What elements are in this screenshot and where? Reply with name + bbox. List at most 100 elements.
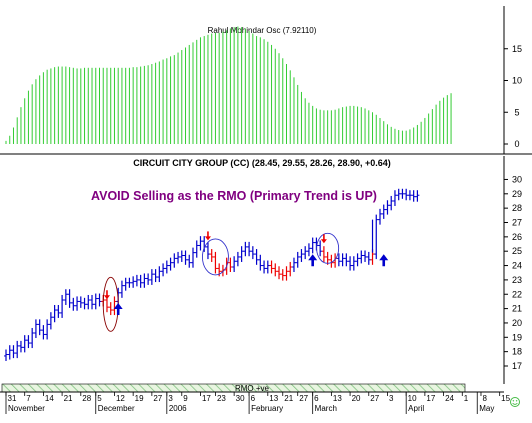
- date-tick-label: 1: [464, 394, 469, 403]
- price-bar: [97, 293, 102, 307]
- price-bar: [400, 188, 405, 199]
- price-bar: [325, 251, 330, 265]
- price-bar: [149, 269, 154, 285]
- price-bar: [30, 327, 35, 349]
- price-tick-label: 26: [512, 232, 522, 242]
- price-tick-label: 30: [512, 174, 522, 184]
- date-tick-label: 13: [269, 394, 278, 403]
- price-bar: [82, 297, 87, 310]
- price-tick-label: 17: [512, 361, 522, 371]
- price-bar: [15, 340, 20, 359]
- price-bar: [142, 273, 147, 288]
- price-bar: [202, 236, 207, 252]
- date-tick-label: 13: [333, 394, 342, 403]
- oscillator-y-axis: 0 5 10 15: [504, 44, 522, 149]
- date-tick-label: 14: [45, 394, 54, 403]
- oscillator-tick-label: 5: [514, 107, 519, 117]
- price-bar: [392, 190, 397, 206]
- price-bar: [60, 294, 65, 318]
- price-bar: [404, 188, 409, 201]
- price-tick-label: 28: [512, 203, 522, 213]
- price-bar: [303, 246, 308, 260]
- date-tick-label: 19: [135, 394, 144, 403]
- price-bar: [262, 260, 267, 274]
- month-label: February: [251, 404, 283, 413]
- price-bar: [11, 345, 16, 359]
- price-bar: [112, 296, 117, 316]
- price-bar: [258, 254, 263, 271]
- price-bar: [407, 190, 412, 201]
- price-bar: [172, 253, 177, 268]
- sell-arrow-icon: [204, 231, 211, 241]
- price-bar: [108, 302, 113, 316]
- date-tick-label: 15: [501, 394, 510, 403]
- price-bar: [179, 250, 184, 262]
- price-bar: [33, 319, 38, 339]
- price-bar: [67, 289, 72, 308]
- month-label: December: [98, 404, 135, 413]
- price-tick-label: 18: [512, 347, 522, 357]
- price-tick-label: 25: [512, 246, 522, 256]
- oscillator-tick-label: 15: [512, 44, 522, 54]
- price-bar: [288, 261, 293, 277]
- date-tick-label: 17: [426, 394, 435, 403]
- price-bar: [90, 294, 95, 310]
- date-tick-label: 10: [408, 394, 417, 403]
- price-bar: [306, 243, 311, 257]
- oscillator-title: Rahul Mohindar Osc (7.92110): [208, 26, 317, 35]
- price-bar: [183, 250, 188, 265]
- price-bar: [348, 256, 353, 271]
- oscillator-bars: [5, 26, 452, 144]
- month-label: April: [408, 404, 424, 413]
- price-bar: [277, 266, 282, 280]
- price-tick-label: 29: [512, 189, 522, 199]
- price-bar: [396, 188, 401, 201]
- date-tick-label: 17: [202, 394, 211, 403]
- date-tick-label: 27: [370, 394, 379, 403]
- oscillator-tick-label: 10: [512, 76, 522, 86]
- price-bar: [164, 260, 169, 274]
- price-bar: [284, 266, 289, 281]
- price-y-axis: 17 18 19 20 21 22 23 24 25 26 27 28 29 30: [504, 174, 522, 371]
- rmo-band-label: RMO +ve: [235, 384, 270, 393]
- date-tick-label: 30: [236, 394, 245, 403]
- price-bar: [228, 257, 233, 273]
- smiley-logo-icon: [510, 397, 520, 407]
- price-bar: [254, 249, 259, 265]
- date-tick-label: 6: [314, 394, 319, 403]
- oscillator-tick-label: 0: [514, 139, 519, 149]
- price-bar: [247, 241, 252, 257]
- signal-circle: [201, 238, 229, 276]
- price-bar: [86, 294, 91, 310]
- price-bar: [336, 253, 341, 267]
- price-bar: [291, 257, 296, 273]
- price-bar: [265, 260, 270, 274]
- price-bar: [78, 296, 83, 308]
- month-label: November: [8, 404, 45, 413]
- price-bar: [187, 254, 192, 268]
- price-bar: [318, 240, 323, 257]
- price-tick-label: 23: [512, 275, 522, 285]
- date-tick-label: 9: [183, 394, 188, 403]
- price-bar: [18, 340, 23, 353]
- price-bar: [146, 273, 151, 285]
- date-axis: 31 7 14 21 28 5 12 19 27 3 9 17 23 30 6 13 21 27 6 13 20 27 3 1…: [5, 392, 511, 414]
- price-bar: [239, 246, 244, 262]
- price-bar: [75, 296, 80, 311]
- price-bar: [273, 263, 278, 277]
- price-bar: [176, 251, 181, 264]
- price-bar: [123, 277, 128, 291]
- price-tick-label: 24: [512, 261, 522, 271]
- date-tick-label: 21: [284, 394, 293, 403]
- price-title: CIRCUIT CITY GROUP (CC) (28.45, 29.55, 2…: [133, 158, 391, 168]
- price-bar: [191, 247, 195, 268]
- price-bar: [194, 240, 199, 258]
- price-bar: [198, 236, 203, 251]
- price-bar: [411, 190, 416, 202]
- price-bar: [161, 263, 166, 277]
- price-bar: [119, 280, 124, 298]
- price-bar: [209, 249, 214, 262]
- price-tick-label: 21: [512, 304, 522, 314]
- price-bar: [374, 214, 379, 260]
- price-bar: [56, 305, 61, 318]
